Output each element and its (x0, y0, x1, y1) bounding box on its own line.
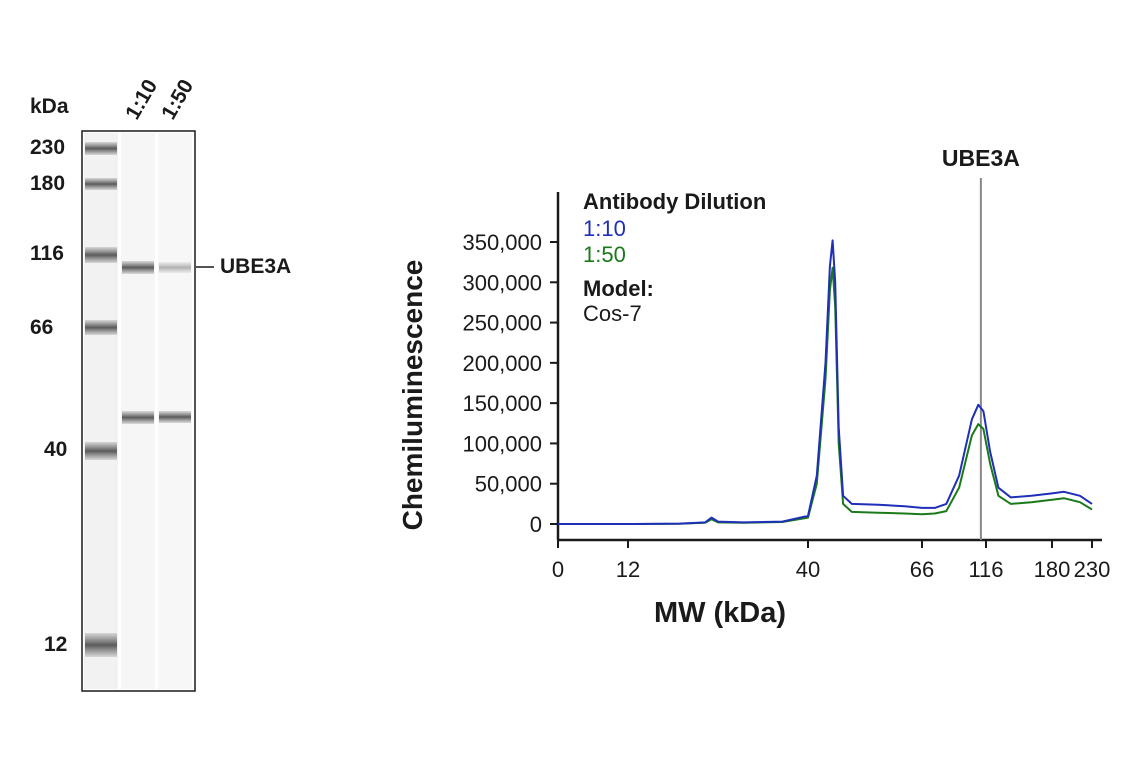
ladder-band-116 (85, 247, 117, 263)
x-tick-label: 12 (616, 557, 640, 582)
y-tick-label: 0 (530, 512, 542, 537)
marker-label-180: 180 (30, 172, 66, 195)
marker-label-12: 12 (44, 633, 68, 656)
legend-model-label: Model: (583, 276, 654, 301)
chemiluminescence-chart: 350,000 300,000 250,000 200,000 150,000 100,0… (397, 145, 1111, 629)
x-tick-label: 116 (968, 557, 1003, 582)
y-tick-label: 350,000 (462, 230, 542, 255)
x-tick-label: 0 (552, 557, 564, 582)
marker-label-230: 230 (30, 136, 66, 159)
y-tick-label: 50,000 (475, 472, 542, 497)
lane1-band-45kda (122, 411, 154, 424)
legend-entry-1-10: 1:10 (583, 216, 626, 241)
x-axis-title: MW (kDa) (654, 597, 786, 629)
marker-label-116: 116 (30, 242, 64, 265)
blot-image (81, 130, 214, 692)
ladder-band-180 (85, 178, 117, 190)
blot-panel: kDa 1:10 1:50 230 180 116 66 40 12 (0, 0, 330, 768)
y-tick-label: 100,000 (462, 431, 542, 456)
ladder-band-40 (85, 442, 117, 460)
y-tick-label: 300,000 (462, 270, 542, 295)
ladder-band-230 (85, 142, 117, 155)
x-tick-label: 230 (1074, 557, 1111, 582)
blot-target-label: UBE3A (220, 255, 292, 278)
x-tick-label: 180 (1034, 557, 1071, 582)
legend-model-value: Cos-7 (583, 301, 642, 326)
x-tick-label: 66 (910, 557, 934, 582)
kda-unit-label: kDa (30, 95, 69, 118)
chart-panel: 350,000 300,000 250,000 200,000 150,000 100,0… (380, 130, 1141, 650)
ladder-band-12 (85, 633, 117, 657)
ladder-band-66 (85, 320, 117, 335)
legend-title: Antibody Dilution (583, 189, 766, 214)
y-tick-label: 150,000 (462, 391, 542, 416)
y-axis-title: Chemiluminescence (397, 260, 428, 531)
series-line-1-10 (558, 239, 1093, 525)
lane1-band-ube3a (122, 261, 154, 274)
legend-entry-1-50: 1:50 (583, 242, 626, 267)
annotation-label: UBE3A (942, 145, 1020, 171)
lane-ladder (84, 133, 118, 689)
y-tick-label: 250,000 (462, 311, 542, 336)
marker-label-40: 40 (44, 438, 68, 461)
lane2-band-ube3a (159, 262, 191, 273)
marker-label-66: 66 (30, 316, 54, 339)
y-tick-label: 200,000 (462, 351, 542, 376)
x-tick-label: 40 (796, 557, 820, 582)
lane2-band-45kda (159, 411, 191, 423)
